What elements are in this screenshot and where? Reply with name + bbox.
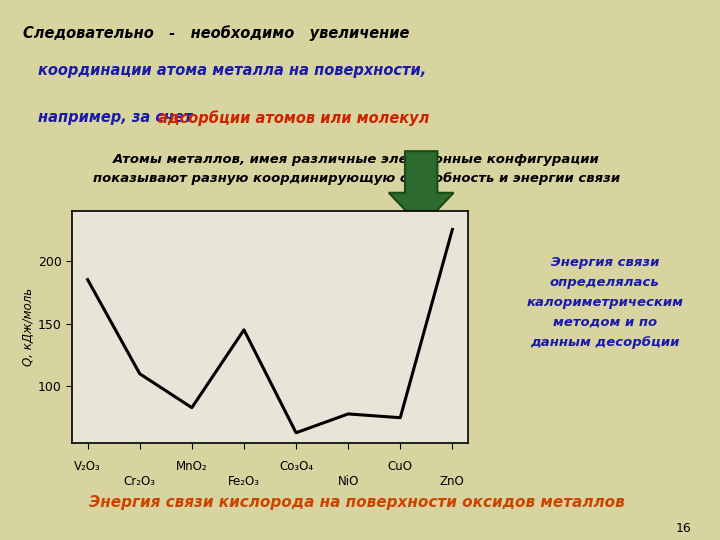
Text: Атомы металлов, имея различные электронные конфигурации
показывают разную коорди: Атомы металлов, имея различные электронн…: [93, 153, 620, 185]
Text: ZnO: ZnO: [440, 475, 464, 489]
Text: например, за счет: например, за счет: [38, 110, 198, 125]
Text: координации атома металла на поверхности,: координации атома металла на поверхности…: [38, 63, 426, 78]
Text: Энергия связи
определялась
калориметрическим
методом и по
данным десорбции: Энергия связи определялась калориметриче…: [526, 256, 683, 349]
Polygon shape: [389, 151, 454, 227]
Text: MnO₂: MnO₂: [176, 461, 207, 474]
Text: Cr₂O₃: Cr₂O₃: [124, 475, 156, 489]
Text: CuO: CuO: [388, 461, 413, 474]
Text: Следовательно   -   необходимо   увеличение: Следовательно - необходимо увеличение: [23, 26, 409, 42]
Text: 16: 16: [675, 522, 691, 535]
Text: V₂O₃: V₂O₃: [74, 461, 101, 474]
Text: Энергия связи кислорода на поверхности оксидов металлов: Энергия связи кислорода на поверхности о…: [89, 495, 624, 510]
Text: Co₃O₄: Co₃O₄: [279, 461, 313, 474]
Text: адсорбции атомов или молекул: адсорбции атомов или молекул: [158, 110, 429, 126]
Text: NiO: NiO: [338, 475, 359, 489]
Y-axis label: Q, кДж/моль: Q, кДж/моль: [22, 288, 35, 366]
Text: Fe₂O₃: Fe₂O₃: [228, 475, 260, 489]
